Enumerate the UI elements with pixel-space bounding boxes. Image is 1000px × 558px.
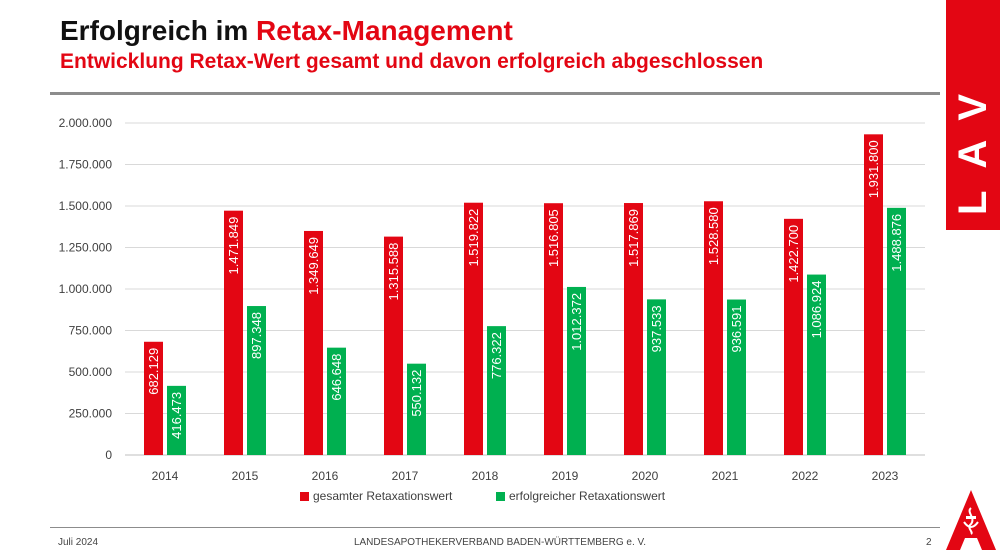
legend-label: erfolgreicher Retaxationswert — [509, 489, 666, 503]
brand-logo: LAV — [951, 72, 995, 215]
brand-bar: LAV — [946, 0, 1000, 230]
bar-erfolgreich — [647, 299, 666, 455]
data-label: 937.533 — [649, 305, 664, 352]
data-label: 1.471.849 — [226, 217, 241, 275]
data-label: 776.322 — [489, 332, 504, 379]
bar-erfolgreich — [487, 326, 506, 455]
bar-erfolgreich — [807, 274, 826, 455]
data-label: 1.488.876 — [889, 214, 904, 272]
bar-gesamt — [464, 202, 483, 455]
data-label: 1.349.649 — [306, 237, 321, 295]
bar-erfolgreich — [567, 286, 586, 455]
footer-divider — [50, 527, 940, 528]
data-label: 1.517.869 — [626, 209, 641, 267]
title-block: Erfolgreich im Retax-Management Entwickl… — [60, 14, 763, 76]
labels-layer: 682.129 416.473 1.471.849 897.348 1.349.649 6… — [146, 140, 904, 439]
y-tick-label: 750.000 — [69, 324, 113, 338]
bar-gesamt — [864, 134, 883, 455]
data-label: 1.315.588 — [386, 243, 401, 301]
data-label: 1.516.805 — [546, 209, 561, 267]
bar-gesamt — [624, 203, 643, 455]
y-tick-label: 0 — [105, 448, 112, 462]
x-tick-label: 2022 — [792, 469, 819, 483]
bar-gesamt — [304, 230, 323, 455]
apotheke-logo-icon — [946, 490, 996, 550]
data-label: 1.086.924 — [809, 281, 824, 339]
legend-swatch — [496, 492, 505, 501]
bar-gesamt — [384, 236, 403, 455]
data-label: 1.012.372 — [569, 293, 584, 351]
x-tick-label: 2015 — [232, 469, 259, 483]
data-label: 416.473 — [169, 392, 184, 439]
x-tick-label: 2016 — [312, 469, 339, 483]
bar-erfolgreich — [327, 347, 346, 455]
data-label: 897.348 — [249, 312, 264, 359]
page-title: Erfolgreich im Retax-Management — [60, 14, 763, 48]
data-label: 1.422.700 — [786, 225, 801, 283]
bar-erfolgreich — [247, 306, 266, 455]
bars-layer — [144, 134, 906, 455]
brand-letters: LAV — [951, 72, 995, 215]
bar-gesamt — [144, 341, 163, 455]
header-divider — [50, 92, 940, 95]
bar-chart: 0 250.000 500.000 750.000 1.000.000 1.250.000… — [59, 116, 925, 503]
data-label: 1.931.800 — [866, 140, 881, 198]
x-tick-label: 2023 — [872, 469, 899, 483]
x-tick-label: 2021 — [712, 469, 739, 483]
y-tick-label: 1.500.000 — [59, 199, 113, 213]
bar-gesamt — [784, 218, 803, 455]
bar-erfolgreich — [727, 299, 746, 455]
footer-organization: LANDESAPOTHEKERVERBAND BADEN-WÜRTTEMBERG… — [353, 537, 647, 548]
data-label: 1.519.822 — [466, 209, 481, 267]
x-tick-label: 2019 — [552, 469, 579, 483]
axis-layer: 0 250.000 500.000 750.000 1.000.000 1.250.000… — [59, 116, 899, 483]
data-label: 682.129 — [146, 348, 161, 395]
legend-label: gesamter Retaxationswert — [313, 489, 453, 503]
legend: gesamter Retaxationswert erfolgreicher Re… — [300, 489, 666, 503]
title-main: Erfolgreich im — [60, 15, 257, 46]
bar-erfolgreich — [167, 385, 186, 455]
bar-erfolgreich — [407, 363, 426, 455]
legend-swatch — [300, 492, 309, 501]
bar-gesamt — [704, 201, 723, 455]
title-accent: Retax-Management — [256, 15, 513, 46]
data-label: 936.591 — [729, 306, 744, 353]
x-tick-label: 2014 — [152, 469, 179, 483]
data-label: 550.132 — [409, 370, 424, 417]
y-tick-label: 2.000.000 — [59, 116, 113, 130]
data-label: 646.648 — [329, 354, 344, 401]
bar-gesamt — [544, 203, 563, 455]
x-tick-label: 2020 — [632, 469, 659, 483]
page-number: 2 — [926, 537, 932, 548]
page-subtitle: Entwicklung Retax-Wert gesamt und davon … — [60, 50, 764, 73]
bar-erfolgreich — [887, 207, 906, 455]
y-tick-label: 250.000 — [69, 407, 113, 421]
x-tick-label: 2018 — [472, 469, 499, 483]
x-tick-label: 2017 — [392, 469, 419, 483]
data-label: 1.528.580 — [706, 207, 721, 265]
bar-gesamt — [224, 210, 243, 455]
grid-layer — [125, 122, 925, 456]
y-tick-label: 1.750.000 — [59, 158, 113, 172]
y-tick-label: 1.000.000 — [59, 282, 113, 296]
footer-date: Juli 2024 — [58, 537, 99, 548]
y-tick-label: 500.000 — [69, 365, 113, 379]
y-tick-label: 1.250.000 — [59, 241, 113, 255]
